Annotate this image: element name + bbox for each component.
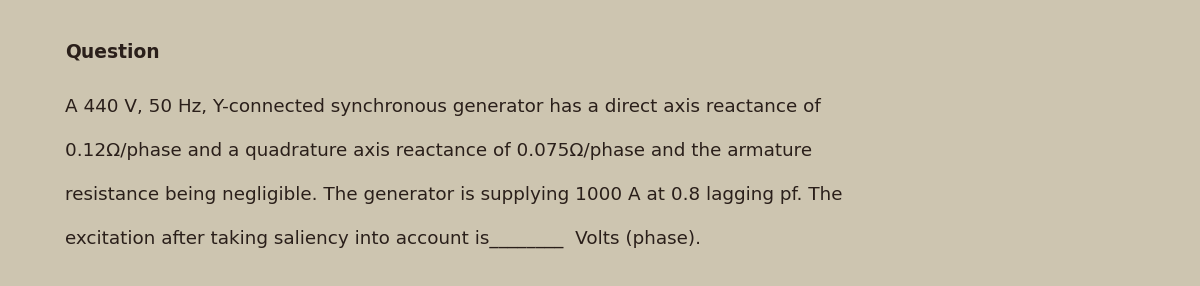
Text: 0.12Ω/phase and a quadrature axis reactance of 0.075Ω/phase and the armature: 0.12Ω/phase and a quadrature axis reacta… — [65, 142, 812, 160]
Text: A 440 V, 50 Hz, Y-connected synchronous generator has a direct axis reactance of: A 440 V, 50 Hz, Y-connected synchronous … — [65, 98, 821, 116]
Text: Question: Question — [65, 42, 160, 61]
Text: excitation after taking saliency into account is________  Volts (phase).: excitation after taking saliency into ac… — [65, 230, 701, 248]
Text: resistance being negligible. The generator is supplying 1000 A at 0.8 lagging pf: resistance being negligible. The generat… — [65, 186, 842, 204]
